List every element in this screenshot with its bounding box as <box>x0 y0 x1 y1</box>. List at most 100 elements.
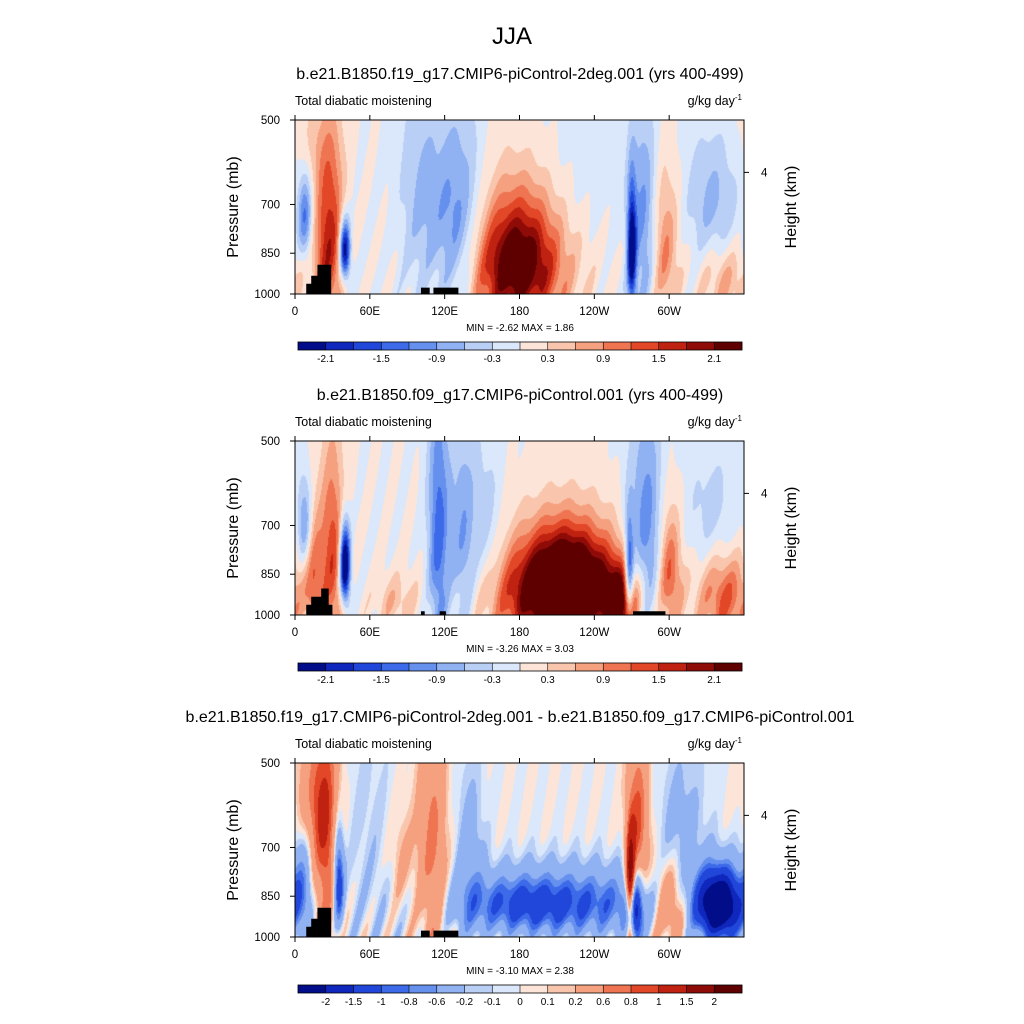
units-exponent: -1 <box>735 736 743 745</box>
y2-axis-title: Height (km) <box>783 809 800 892</box>
colorbar-box <box>325 985 354 993</box>
y2-tick-label: 4 <box>761 488 768 500</box>
colorbar-box <box>436 663 465 671</box>
colorbar-box <box>381 663 410 671</box>
colorbar-box <box>658 342 687 350</box>
x-tick-label: 60E <box>360 627 381 639</box>
x-tick-label: 0 <box>292 306 298 318</box>
y-axis-title: Pressure (mb) <box>225 799 242 900</box>
units-label: g/kg day-1 <box>688 736 743 751</box>
colorbar: -2.1 -1.5 -0.9 -0.3 0.3 0.9 1.5 2.1 <box>297 341 743 365</box>
colorbar-box <box>492 663 521 671</box>
left-label: Total diabatic moistening <box>295 415 432 429</box>
colorbar-box <box>409 985 438 993</box>
colorbar-label: -1.5 <box>373 354 391 365</box>
colorbar-box <box>631 663 660 671</box>
colorbar-box <box>492 342 521 350</box>
colorbar-label: 0.3 <box>541 675 555 686</box>
colorbar-box <box>520 342 549 350</box>
colorbar-box <box>603 663 632 671</box>
terrain-mask <box>306 264 459 294</box>
x-tick-label: 120E <box>431 627 458 639</box>
colorbar-box <box>353 342 382 350</box>
panel-2: b.e21.B1850.f09_g17.CMIP6-piControl.001 … <box>225 387 800 686</box>
colorbar-box <box>575 985 604 993</box>
colorbar-box <box>298 342 327 350</box>
y-tick-label: 1000 <box>254 289 280 301</box>
units-label: g/kg day-1 <box>688 414 743 429</box>
colorbar-box <box>353 985 382 993</box>
terrain-mask <box>306 907 459 937</box>
colorbar-box <box>381 985 410 993</box>
x-tick-label: 60W <box>657 949 681 961</box>
colorbar-box <box>631 342 660 350</box>
colorbar-label: 0.8 <box>624 997 638 1008</box>
colorbar-label: -2 <box>321 997 330 1008</box>
x-tick-label: 120E <box>431 306 458 318</box>
colorbar-box <box>464 985 493 993</box>
colorbar-box <box>714 342 743 350</box>
colorbar-label: 0.3 <box>541 354 555 365</box>
colorbar-box <box>298 663 327 671</box>
y-tick-label: 1000 <box>254 610 280 622</box>
y2-axis-title: Height (km) <box>783 487 800 570</box>
units-exponent: -1 <box>735 93 743 102</box>
panel-title: b.e21.B1850.f19_g17.CMIP6-piControl-2deg… <box>186 709 855 726</box>
x-tick-label: 60E <box>360 949 381 961</box>
colorbar-label: -0.3 <box>484 675 502 686</box>
colorbar-box <box>658 663 687 671</box>
colorbar-box <box>547 985 576 993</box>
y-tick-label: 500 <box>261 436 280 448</box>
colorbar-label: -2.1 <box>317 354 335 365</box>
y2-tick-label: 4 <box>761 167 768 179</box>
left-label: Total diabatic moistening <box>295 737 432 751</box>
panel-title: b.e21.B1850.f09_g17.CMIP6-piControl.001 … <box>317 387 723 404</box>
colorbar-label: -1 <box>377 997 386 1008</box>
y-tick-label: 850 <box>261 248 280 260</box>
y2-axis-title: Height (km) <box>783 166 800 249</box>
colorbar-box <box>575 663 604 671</box>
colorbar-box <box>714 985 743 993</box>
y-tick-label: 500 <box>261 115 280 127</box>
x-tick-label: 120E <box>431 949 458 961</box>
colorbar-label: 0.9 <box>596 675 610 686</box>
colorbar-label: -1.5 <box>345 997 363 1008</box>
colorbar-box <box>520 663 549 671</box>
field-shading <box>295 120 744 294</box>
y-tick-label: 1000 <box>254 932 280 944</box>
colorbar-box <box>714 663 743 671</box>
y-tick-label: 700 <box>261 199 280 211</box>
colorbar-label: 0.1 <box>541 997 555 1008</box>
colorbar: -2 -1.5 -1 -0.8 -0.6 -0.2 -0.1 0 0.1 0.2 0.6 0.8 1 1.… <box>297 984 743 1008</box>
colorbar-label: -0.2 <box>456 997 474 1008</box>
y-axis-title: Pressure (mb) <box>225 156 242 257</box>
min-max-text: MIN = -3.10 MAX = 2.38 <box>466 966 574 977</box>
field-shading <box>295 763 744 937</box>
colorbar-label: 2.1 <box>707 354 721 365</box>
y2-tick-label: 4 <box>761 810 768 822</box>
x-tick-label: 0 <box>292 627 298 639</box>
colorbar-box <box>686 663 715 671</box>
colorbar-label: -0.3 <box>484 354 502 365</box>
field-shading <box>295 441 744 615</box>
colorbar-label: 0.9 <box>596 354 610 365</box>
colorbar-label: 0 <box>517 997 523 1008</box>
colorbar-label: 2 <box>711 997 717 1008</box>
colorbar-label: 1.5 <box>652 354 666 365</box>
x-tick-label: 60E <box>360 306 381 318</box>
units-label: g/kg day-1 <box>688 93 743 108</box>
y-tick-label: 700 <box>261 842 280 854</box>
y-tick-label: 850 <box>261 891 280 903</box>
colorbar-label: -1.5 <box>373 675 391 686</box>
y-tick-label: 500 <box>261 758 280 770</box>
min-max-text: MIN = -2.62 MAX = 1.86 <box>466 323 574 334</box>
colorbar-box <box>520 985 549 993</box>
colorbar-box <box>492 985 521 993</box>
colorbar-label: -2.1 <box>317 675 335 686</box>
colorbar-label: 1.5 <box>652 675 666 686</box>
y-tick-label: 850 <box>261 569 280 581</box>
colorbar-label: 1 <box>656 997 662 1008</box>
colorbar-box <box>464 342 493 350</box>
colorbar-label: 2.1 <box>707 675 721 686</box>
colorbar-box <box>547 342 576 350</box>
